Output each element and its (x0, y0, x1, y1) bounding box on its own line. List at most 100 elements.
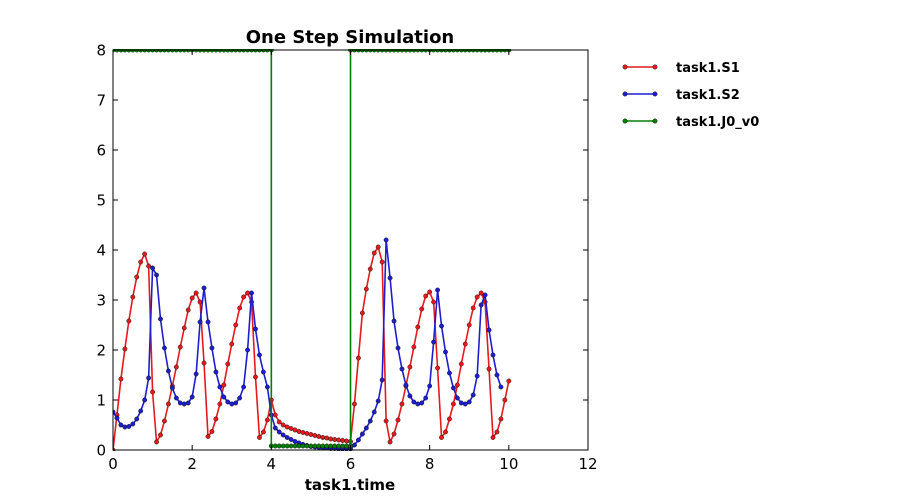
data-point-task1-s2 (458, 400, 464, 406)
data-point-task1-s1 (300, 430, 306, 435)
data-point-task1-s2 (150, 265, 155, 271)
data-point-task1-s1 (261, 429, 266, 435)
data-point-task1-s1 (296, 429, 302, 434)
data-point-task1-s2 (387, 275, 393, 281)
legend-label-task1-s2: task1.S2 (676, 88, 740, 103)
data-point-task1-s2 (245, 347, 250, 353)
data-point-task1-s1 (185, 307, 191, 313)
y-tick-label: 0 (96, 442, 106, 460)
data-point-task1-s2 (466, 399, 472, 405)
x-tick-label: 6 (346, 455, 356, 473)
data-point-task1-s1 (356, 355, 361, 361)
data-point-task1-s1 (336, 437, 342, 443)
data-point-task1-s1 (257, 435, 262, 440)
data-point-task1-s1 (304, 431, 310, 436)
data-point-task1-j0-v0 (316, 443, 322, 449)
data-point-task1-s2 (193, 371, 199, 377)
data-point-task1-s1 (399, 401, 405, 407)
y-tick-label: 7 (96, 92, 106, 110)
data-point-task1-s1 (387, 439, 393, 445)
data-point-task1-s1 (166, 401, 171, 407)
data-point-task1-s2 (114, 415, 120, 421)
legend-marker-task1-s1 (622, 64, 628, 70)
data-point-task1-s1 (458, 361, 464, 367)
data-point-task1-s1 (316, 434, 322, 439)
data-point-task1-s1 (367, 266, 373, 272)
data-point-task1-j0-v0 (308, 443, 314, 449)
data-point-task1-s2 (241, 384, 247, 390)
data-point-task1-s2 (146, 375, 152, 381)
data-point-task1-j0-v0 (276, 443, 282, 449)
data-point-task1-s1 (470, 305, 476, 311)
data-point-task1-s1 (454, 382, 460, 388)
data-point-task1-s1 (332, 437, 338, 442)
data-point-task1-s2 (209, 345, 215, 351)
data-point-task1-s2 (134, 416, 140, 422)
data-point-task1-j0-v0 (296, 443, 302, 449)
data-point-task1-s2 (415, 401, 421, 407)
data-point-task1-s2 (229, 401, 235, 407)
y-tick-label: 6 (96, 142, 106, 160)
data-point-task1-j0-v0 (288, 443, 294, 449)
data-point-task1-s1 (189, 295, 195, 301)
data-point-task1-s2 (280, 432, 286, 438)
data-point-task1-s1 (241, 294, 247, 300)
data-point-task1-s1 (154, 439, 159, 445)
data-point-task1-s1 (379, 259, 385, 265)
x-tick-label: 8 (425, 455, 435, 473)
data-point-task1-j0-v0 (272, 443, 278, 449)
data-point-task1-s2 (423, 395, 429, 401)
data-point-task1-s1 (478, 290, 484, 296)
data-point-task1-s1 (237, 305, 243, 311)
data-point-task1-s2 (419, 400, 425, 406)
data-point-task1-s2 (166, 368, 171, 374)
data-point-task1-s1 (375, 244, 381, 250)
data-point-task1-j0-v0 (328, 443, 334, 449)
data-point-task1-s1 (462, 341, 468, 347)
data-point-task1-s1 (193, 290, 199, 296)
data-point-task1-s1 (324, 435, 330, 441)
data-point-task1-s1 (162, 418, 167, 424)
x-tick-label: 0 (108, 455, 118, 473)
data-point-task1-j0-v0 (336, 443, 342, 449)
data-point-task1-j0-v0 (280, 443, 286, 449)
data-point-task1-s2 (217, 384, 223, 390)
data-point-task1-s2 (162, 345, 167, 351)
data-point-task1-s1 (276, 419, 282, 425)
data-point-task1-s2 (435, 287, 440, 293)
data-point-task1-s1 (419, 306, 425, 312)
data-point-task1-s1 (308, 432, 314, 437)
legend-label-task1-s1: task1.S1 (676, 61, 740, 76)
data-point-task1-s2 (181, 401, 187, 407)
data-point-task1-s1 (486, 366, 492, 372)
x-tick-label: 10 (499, 455, 518, 473)
y-tick-label: 2 (96, 342, 106, 360)
y-tick-label: 1 (96, 392, 106, 410)
data-point-task1-s1 (415, 324, 421, 330)
data-point-task1-s1 (407, 364, 413, 370)
data-point-task1-s1 (158, 432, 163, 438)
data-point-task1-s1 (118, 376, 124, 382)
data-point-task1-s2 (288, 437, 294, 442)
data-point-task1-s1 (126, 318, 132, 324)
data-point-task1-s1 (340, 438, 345, 443)
data-point-task1-s1 (359, 310, 365, 316)
y-tick-label: 4 (96, 242, 106, 260)
legend-marker-task1-j0-v0 (622, 118, 628, 124)
data-point-task1-s1 (502, 397, 508, 403)
data-point-task1-s2 (482, 292, 488, 298)
legend: task1.S1 task1.S2 task1.J0_v0 (622, 61, 759, 130)
data-point-task1-s2 (261, 369, 266, 375)
data-point-task1-s1 (245, 290, 250, 296)
data-point-task1-s1 (344, 438, 349, 444)
data-point-task1-s2 (138, 408, 144, 414)
data-point-task1-j0-v0 (300, 443, 306, 449)
data-point-task1-s2 (213, 369, 219, 375)
legend-marker-task1-s2 (652, 91, 658, 97)
data-point-task1-s2 (126, 424, 132, 429)
data-point-task1-s1 (439, 435, 444, 440)
data-point-task1-s1 (142, 251, 148, 257)
data-point-task1-s2 (498, 384, 504, 390)
